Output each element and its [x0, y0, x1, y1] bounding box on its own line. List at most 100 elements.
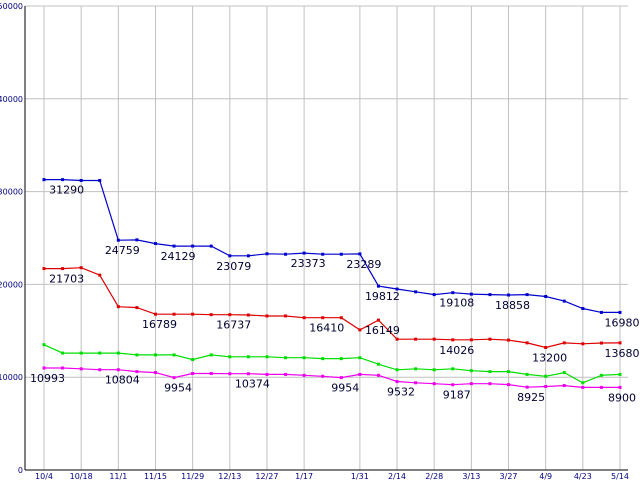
x-tick-label: 4/23 [574, 472, 592, 480]
data-label: 8900 [608, 391, 636, 404]
series-4-point [321, 374, 325, 378]
series-4-point [525, 385, 529, 389]
series-3-point [79, 351, 83, 355]
series-2-point [618, 341, 622, 345]
series-2-point [525, 341, 529, 345]
series-3-point [414, 367, 418, 371]
x-tick-label: 10/18 [70, 472, 93, 480]
data-label: 19108 [439, 297, 474, 310]
data-label: 9532 [387, 386, 415, 399]
data-label: 10374 [235, 378, 270, 391]
series-3-point [228, 355, 232, 359]
series-1-point [302, 251, 306, 255]
data-label: 18858 [495, 299, 530, 312]
series-3-point [358, 356, 362, 360]
series-4-point [209, 371, 213, 375]
series-4-point [395, 380, 399, 384]
x-tick-label: 5/14 [611, 472, 629, 480]
series-2-point [339, 316, 343, 320]
data-label: 24129 [161, 250, 196, 263]
series-3-point [544, 374, 548, 378]
series-1-point [618, 310, 622, 314]
series-4-point [61, 366, 65, 370]
x-tick-label: 12/27 [255, 472, 278, 480]
series-4-point [116, 368, 120, 372]
series-1-point [42, 178, 46, 182]
series-1-point [172, 244, 176, 248]
series-4-point [42, 366, 46, 370]
series-1-point [246, 254, 250, 258]
series-1-point [153, 242, 157, 246]
series-2-point [284, 314, 288, 318]
series-3-point [209, 353, 213, 357]
series-4-point [599, 385, 603, 389]
x-tick-label: 2/14 [388, 472, 406, 480]
series-2-point [79, 266, 83, 270]
series-1-point [79, 178, 83, 182]
series-4-point [265, 372, 269, 376]
series-1-point [544, 294, 548, 298]
x-tick-label: 4/9 [539, 472, 552, 480]
series-2-point [432, 337, 436, 341]
x-tick-label: 3/27 [500, 472, 518, 480]
series-2-point [376, 318, 380, 322]
series-1-point [61, 178, 65, 182]
y-tick-label: 0 [18, 466, 23, 475]
data-labels: 31290 24759 24129 23079 23373 23289 19812 19108… [30, 184, 640, 405]
data-label: 16789 [142, 318, 177, 331]
series-4-point [191, 371, 195, 375]
series-line-1 [44, 179, 620, 313]
series-3-point [376, 362, 380, 366]
series-4-point [284, 372, 288, 376]
series-3-point [581, 381, 585, 385]
series-1-point [488, 293, 492, 297]
series-3-point [246, 355, 250, 359]
data-label: 24759 [105, 244, 140, 257]
series-4-point [544, 384, 548, 388]
series-1-point [116, 238, 120, 242]
series-1-point [228, 254, 232, 258]
series-3-point [98, 351, 102, 355]
series-1-point [191, 244, 195, 248]
series-1-point [507, 293, 511, 297]
x-tick-label: 12/13 [218, 472, 241, 480]
series-1-point [451, 291, 455, 295]
axes [24, 6, 628, 471]
x-tick-label: 1/17 [295, 472, 313, 480]
series-3-point [191, 358, 195, 362]
y-tick-label: 50000 [0, 2, 23, 11]
series-4-point [339, 376, 343, 380]
series-4-point [79, 367, 83, 371]
series-1-point [469, 292, 473, 296]
series-2-point [451, 338, 455, 342]
series-1-point [525, 293, 529, 297]
data-label: 31290 [49, 184, 84, 197]
series-1-point [358, 252, 362, 256]
series-3-point [432, 368, 436, 372]
y-tick-label: 30000 [0, 188, 23, 197]
data-label: 23289 [346, 258, 381, 271]
y-tick-label: 20000 [0, 280, 23, 289]
series-1-point [395, 287, 399, 291]
series-line-4 [44, 367, 620, 388]
series-4-point [302, 373, 306, 377]
series-2-point [191, 312, 195, 316]
data-label: 10993 [30, 372, 65, 385]
series-line-2 [44, 267, 621, 349]
series-3-point [116, 351, 120, 355]
series-4-point [135, 370, 139, 374]
series-4-point [432, 382, 436, 386]
series-2-point [358, 328, 362, 332]
data-label: 16737 [216, 319, 251, 332]
series-1-point [98, 178, 102, 182]
series-2-point [414, 337, 418, 341]
data-label: 21703 [49, 273, 84, 286]
series-3-point [321, 357, 325, 361]
series-2-point [302, 316, 306, 320]
series-2-point [562, 341, 566, 345]
series-4-point [488, 382, 492, 386]
x-tick-label: 11/15 [144, 472, 167, 480]
series-1-point [135, 238, 139, 242]
x-tick-label: 11/1 [109, 472, 127, 480]
